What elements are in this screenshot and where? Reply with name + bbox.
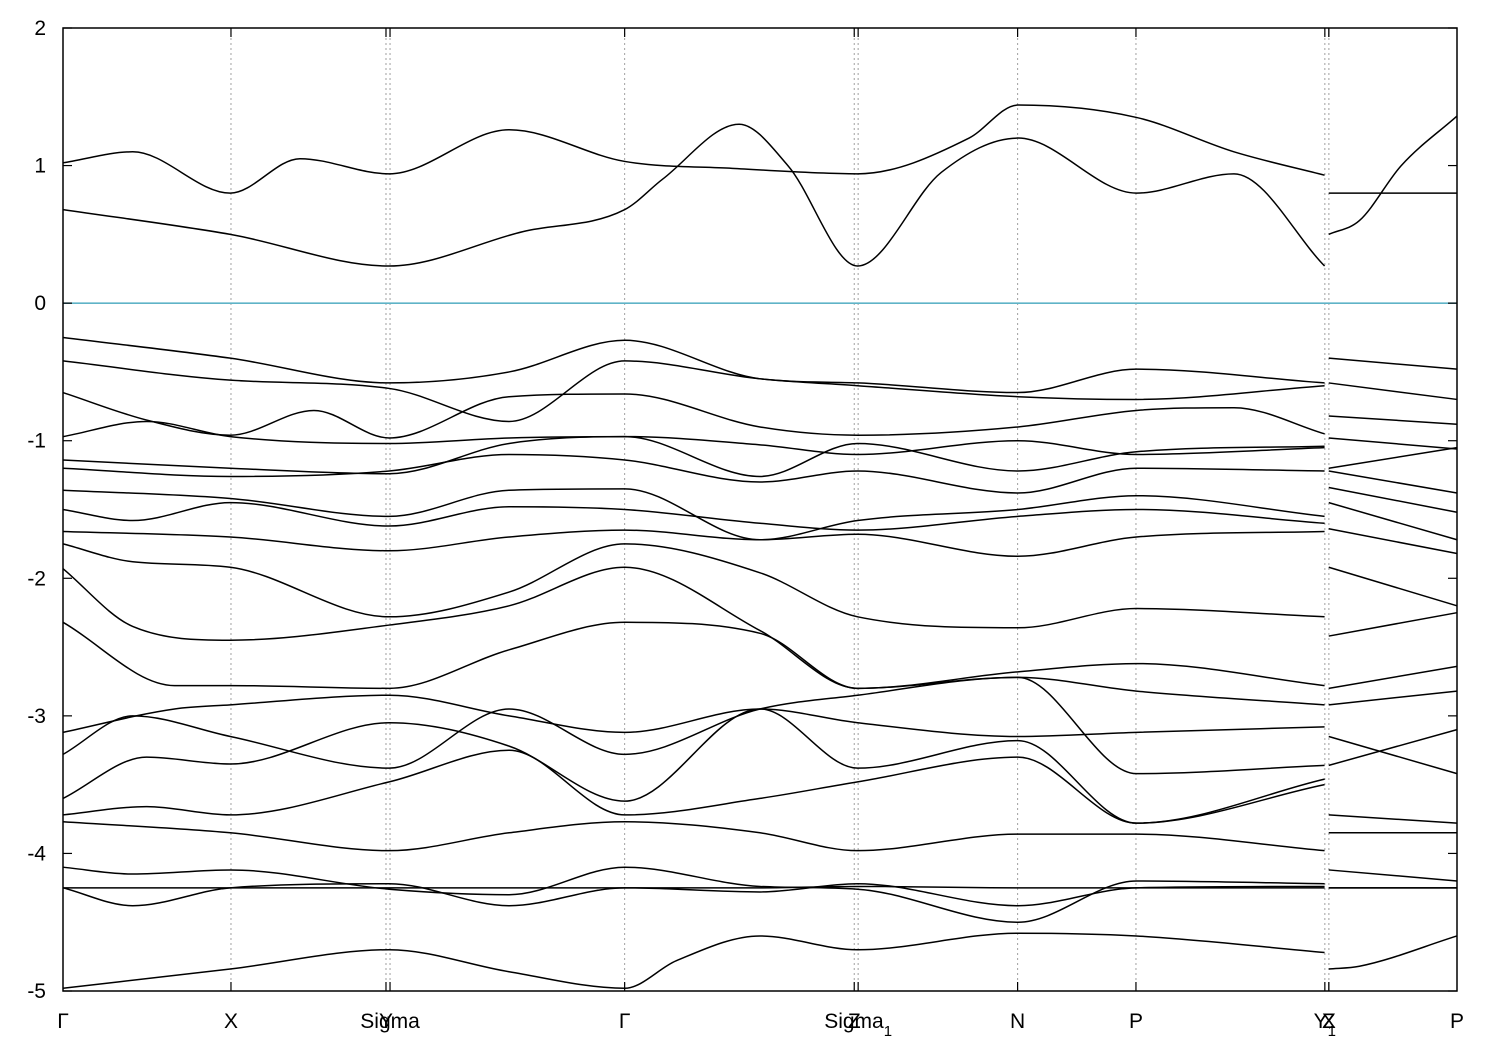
energy-bands <box>62 104 1458 989</box>
band-line-35 <box>1328 728 1458 767</box>
kpoint-label: P <box>1129 1010 1143 1033</box>
kpoint-label: Z <box>848 1010 861 1033</box>
band-line-0 <box>62 104 1325 194</box>
band-line-45 <box>1328 935 1458 970</box>
band-line-34 <box>62 749 1325 824</box>
band-line-21 <box>1328 528 1458 555</box>
band-line-27 <box>1328 665 1458 690</box>
kpoint-label: Z <box>1322 1010 1335 1033</box>
band-line-13 <box>1328 446 1458 469</box>
band-line-22 <box>62 543 1325 629</box>
band-line-12 <box>62 435 1325 475</box>
band-line-31 <box>1328 735 1458 775</box>
band-line-29 <box>1328 690 1458 706</box>
band-line-24 <box>62 566 1325 690</box>
band-line-4 <box>62 336 1325 394</box>
kpoint-label: X <box>1322 1010 1336 1033</box>
kpoint-label: X <box>224 1010 238 1033</box>
y-tick-label: -1 <box>27 430 46 453</box>
y-tick-label: 1 <box>34 155 46 178</box>
band-line-25 <box>1328 611 1458 637</box>
y-tick-label: -3 <box>27 705 46 728</box>
kpoint-label: N <box>1010 1010 1025 1033</box>
band-line-9 <box>1328 415 1458 425</box>
band-line-23 <box>1328 566 1458 607</box>
band-line-3 <box>1328 115 1458 236</box>
y-axis-ticks: -5 -4 -3 -2 -1 0 1 2 <box>27 17 1457 1003</box>
plot-frame <box>62 27 1458 992</box>
band-line-17 <box>1328 486 1458 513</box>
band-line-36 <box>62 821 1325 852</box>
kpoint-label: Γ <box>619 1010 631 1033</box>
band-line-38 <box>62 866 1325 923</box>
band-line-6 <box>62 360 1325 423</box>
band-line-42 <box>62 882 1325 907</box>
band-line-5 <box>1328 357 1458 370</box>
band-line-26 <box>62 621 1325 706</box>
band-line-28 <box>62 694 1325 738</box>
band-line-30 <box>62 676 1325 775</box>
y-tick-label: -4 <box>27 842 46 865</box>
band-line-11 <box>1328 437 1458 450</box>
band-line-7 <box>1328 382 1458 401</box>
kpoint-label: Sigma1 <box>824 1010 892 1040</box>
band-line-44 <box>62 932 1325 989</box>
y-tick-label: 0 <box>34 292 46 315</box>
kpoint-label: P <box>1450 1010 1464 1033</box>
y-tick-label: 2 <box>34 17 46 40</box>
band-line-10 <box>62 420 1325 478</box>
band-line-39 <box>1328 869 1458 882</box>
band-line-15 <box>1328 470 1458 494</box>
band-line-32 <box>62 708 1325 824</box>
band-line-40 <box>63 885 1325 889</box>
band-line-2 <box>62 123 1326 267</box>
kpoint-label: Y <box>379 1010 393 1033</box>
kpoint-label: Sigma <box>360 1010 420 1033</box>
y-tick-label: -5 <box>27 980 46 1003</box>
band-line-8 <box>62 391 1325 439</box>
band-line-33 <box>1328 814 1458 824</box>
y-tick-label: -2 <box>27 567 46 590</box>
band-line-20 <box>62 529 1325 558</box>
band-line-19 <box>1328 501 1458 541</box>
band-line-14 <box>62 453 1325 494</box>
band-line-18 <box>62 501 1325 531</box>
band-line-16 <box>62 488 1325 541</box>
kpoint-label: Γ <box>57 1010 69 1033</box>
